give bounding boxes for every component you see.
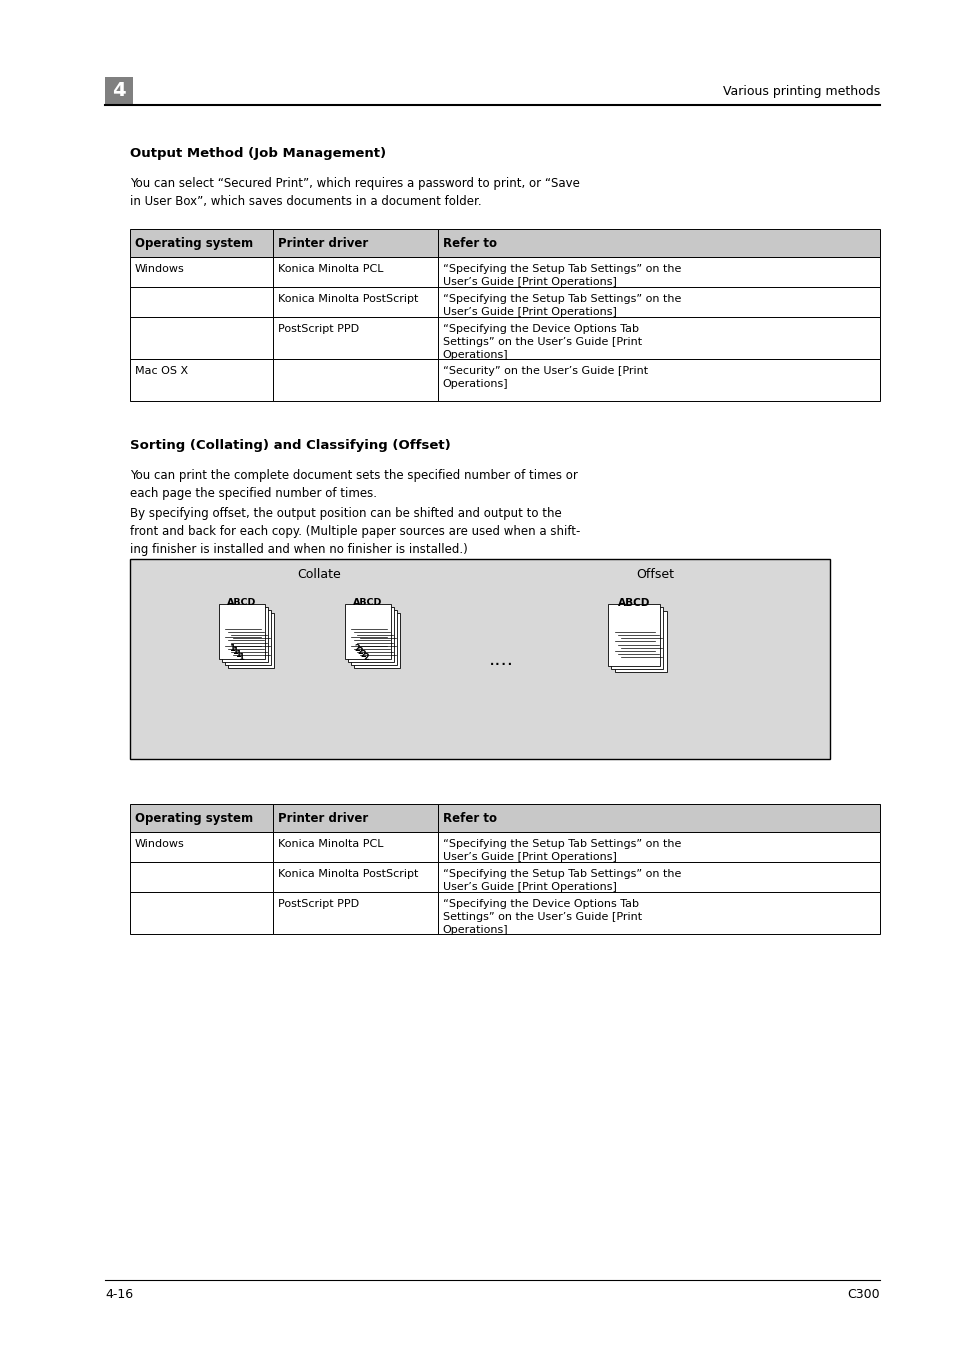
Bar	[614, 610, 666, 672]
Bar	[105, 77, 132, 105]
Bar	[130, 892, 273, 934]
Bar	[273, 230, 437, 256]
Text: Konica Minolta PostScript: Konica Minolta PostScript	[277, 294, 417, 304]
Bar	[273, 805, 437, 832]
Text: Windows: Windows	[135, 265, 185, 274]
Text: ABCD: ABCD	[353, 598, 382, 608]
Bar	[130, 805, 273, 832]
Text: Various printing methods: Various printing methods	[722, 85, 879, 97]
Text: 1: 1	[237, 652, 243, 662]
Text: You can select “Secured Print”, which requires a password to print, or “Save
in : You can select “Secured Print”, which re…	[130, 177, 579, 208]
Text: Printer driver: Printer driver	[277, 811, 367, 825]
Text: Printer driver: Printer driver	[277, 236, 367, 250]
Bar	[437, 832, 879, 863]
Text: 2: 2	[363, 652, 369, 662]
Text: “Specifying the Setup Tab Settings” on the
User’s Guide [Print Operations]: “Specifying the Setup Tab Settings” on t…	[442, 838, 680, 863]
Bar	[130, 288, 273, 317]
Text: C300: C300	[846, 1288, 879, 1301]
Bar	[354, 613, 400, 668]
Text: Offset: Offset	[636, 567, 673, 580]
Bar	[130, 863, 273, 892]
Text: Windows: Windows	[135, 838, 185, 849]
Text: “Specifying the Device Options Tab
Settings” on the User’s Guide [Print
Operatio: “Specifying the Device Options Tab Setti…	[442, 899, 641, 936]
Bar	[130, 317, 273, 359]
Bar	[437, 256, 879, 288]
Text: “Specifying the Device Options Tab
Settings” on the User’s Guide [Print
Operatio: “Specifying the Device Options Tab Setti…	[442, 324, 641, 360]
Bar	[273, 317, 437, 359]
Bar	[273, 892, 437, 934]
Text: ....: ....	[488, 649, 513, 668]
Bar	[437, 863, 879, 892]
Text: Konica Minolta PostScript: Konica Minolta PostScript	[277, 869, 417, 879]
Text: Konica Minolta PCL: Konica Minolta PCL	[277, 265, 382, 274]
Text: 4: 4	[112, 81, 126, 100]
Text: “Specifying the Setup Tab Settings” on the
User’s Guide [Print Operations]: “Specifying the Setup Tab Settings” on t…	[442, 294, 680, 317]
Text: “Specifying the Setup Tab Settings” on the
User’s Guide [Print Operations]: “Specifying the Setup Tab Settings” on t…	[442, 265, 680, 288]
Bar	[273, 863, 437, 892]
Text: 2: 2	[355, 644, 360, 653]
Text: 2: 2	[357, 647, 363, 656]
Text: Refer to: Refer to	[442, 236, 496, 250]
Bar	[273, 288, 437, 317]
Bar	[437, 317, 879, 359]
Text: Konica Minolta PCL: Konica Minolta PCL	[277, 838, 382, 849]
Text: By specifying offset, the output position can be shifted and output to the
front: By specifying offset, the output positio…	[130, 508, 579, 556]
Bar	[221, 608, 268, 663]
Text: Collate: Collate	[296, 567, 340, 580]
Bar	[350, 610, 396, 666]
Bar	[437, 288, 879, 317]
Text: Mac OS X: Mac OS X	[135, 366, 188, 377]
Text: 4-16: 4-16	[105, 1288, 133, 1301]
Bar	[130, 359, 273, 401]
Bar	[130, 832, 273, 863]
Bar	[437, 805, 879, 832]
Bar	[347, 608, 394, 663]
Text: You can print the complete document sets the specified number of times or
each p: You can print the complete document sets…	[130, 468, 578, 500]
Text: “Security” on the User’s Guide [Print
Operations]: “Security” on the User’s Guide [Print Op…	[442, 366, 647, 389]
Text: 1: 1	[234, 649, 240, 659]
Bar	[437, 230, 879, 256]
Bar	[437, 892, 879, 934]
Text: PostScript PPD: PostScript PPD	[277, 324, 358, 333]
Text: Sorting (Collating) and Classifying (Offset): Sorting (Collating) and Classifying (Off…	[130, 439, 450, 452]
Text: Operating system: Operating system	[135, 236, 253, 250]
Text: 1: 1	[229, 644, 234, 653]
Bar	[273, 256, 437, 288]
Bar	[273, 359, 437, 401]
Bar	[218, 603, 265, 659]
Text: ABCD: ABCD	[227, 598, 256, 608]
Text: 1: 1	[232, 647, 237, 656]
Bar	[228, 613, 274, 668]
Bar	[344, 603, 391, 659]
Text: ABCD: ABCD	[618, 598, 650, 608]
Text: “Specifying the Setup Tab Settings” on the
User’s Guide [Print Operations]: “Specifying the Setup Tab Settings” on t…	[442, 869, 680, 892]
Bar	[273, 832, 437, 863]
Text: 2: 2	[360, 649, 366, 659]
Bar	[224, 610, 271, 666]
Bar	[130, 559, 829, 759]
Text: PostScript PPD: PostScript PPD	[277, 899, 358, 909]
Bar	[437, 359, 879, 401]
Text: Refer to: Refer to	[442, 811, 496, 825]
Bar	[130, 256, 273, 288]
Bar	[607, 603, 659, 666]
Text: Output Method (Job Management): Output Method (Job Management)	[130, 147, 386, 161]
Text: Operating system: Operating system	[135, 811, 253, 825]
Bar	[130, 230, 273, 256]
Bar	[611, 608, 662, 670]
